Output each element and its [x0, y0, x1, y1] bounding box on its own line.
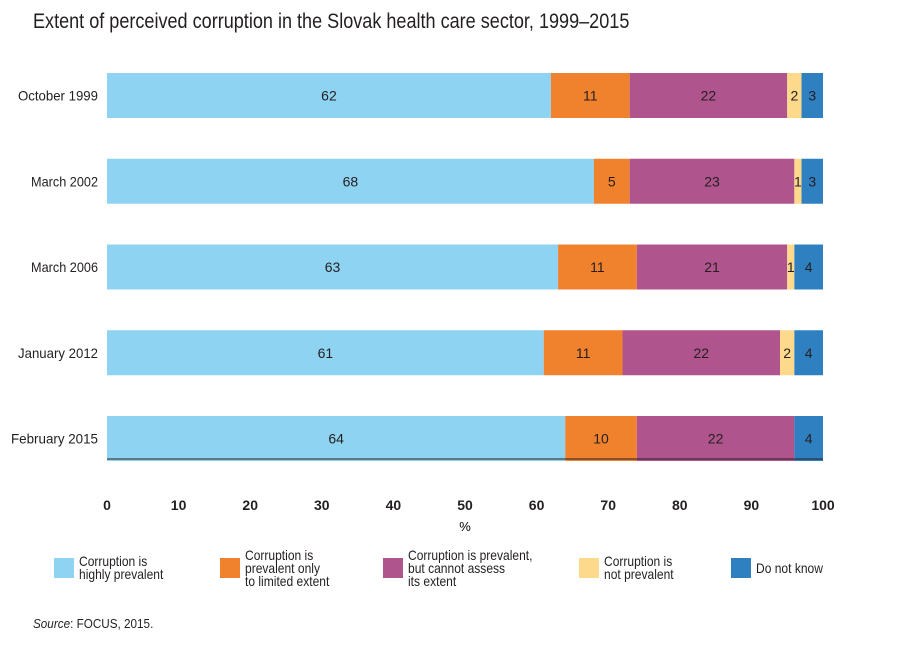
x-tick-label: 70	[600, 497, 616, 513]
stacked-bar-chart: 62 11 22 2 368 5 23 1 363 11 21 1 461 11 22 2 464 10 22 4 O…	[11, 73, 835, 534]
bar-value-label: 64	[328, 431, 344, 447]
chart-title: Extent of perceived corruption in the Sl…	[33, 10, 630, 33]
bar-segment	[794, 416, 823, 461]
bar-value-label: 3	[808, 173, 816, 189]
bar-value-label: 4	[805, 345, 813, 361]
bar-segment	[558, 244, 637, 290]
legend-swatch	[383, 558, 403, 578]
legend-swatch	[579, 558, 599, 578]
legend-label: Corruption is prevalent only to limited ex…	[245, 546, 330, 589]
bar-segment	[794, 330, 823, 376]
source-text: : FOCUS, 2015.	[70, 616, 154, 631]
legend-label: Corruption is highly prevalent	[79, 553, 164, 582]
x-tick-label: 30	[314, 497, 330, 513]
bar-value-label: 61	[318, 345, 334, 361]
x-tick-label: 20	[242, 497, 258, 513]
bar-segment	[794, 158, 802, 204]
bar-value-label: 2	[783, 345, 791, 361]
bar-value-label: 4	[805, 431, 813, 447]
bar-segment	[550, 73, 630, 118]
bar-segment	[107, 158, 594, 204]
x-tick-labels: 0 10 20 30 40 50 60 70 80 90 100	[103, 497, 835, 513]
x-tick-label: 80	[672, 497, 688, 513]
x-tick-label: 10	[171, 497, 187, 513]
bar-value-label: 11	[576, 345, 591, 361]
bar-segment	[107, 416, 566, 461]
source-label: Source	[33, 616, 71, 631]
x-tick-label: 50	[457, 497, 473, 513]
bar-segment	[543, 330, 623, 376]
x-tick-label: 100	[811, 497, 835, 513]
bar-value-label: 10	[593, 431, 609, 447]
bar-segment	[622, 330, 781, 376]
bar-segment	[593, 158, 630, 204]
x-axis-label: %	[459, 519, 471, 534]
bar-value-label: 11	[583, 88, 598, 104]
category-label: October 1999	[18, 88, 98, 104]
bar-value-label: 62	[321, 88, 337, 104]
bar-segment	[794, 244, 823, 290]
category-label: January 2012	[18, 345, 98, 361]
legend-swatch	[731, 558, 751, 578]
x-tick-label: 40	[386, 497, 402, 513]
bar-value-label: 5	[608, 173, 616, 189]
bar-value-label: 23	[704, 173, 720, 189]
x-tick-label: 0	[103, 497, 111, 513]
bar-value-label: 1	[787, 259, 795, 275]
category-label: February 2015	[11, 431, 98, 447]
source-note: Source: FOCUS, 2015.	[33, 616, 153, 631]
legend-label: Corruption is not prevalent	[604, 553, 674, 582]
bar-segment	[107, 244, 559, 290]
bar-segment	[107, 73, 551, 118]
bars-layer	[107, 73, 823, 461]
bar-value-label: 2	[790, 88, 798, 104]
x-tick-label: 60	[529, 497, 545, 513]
bar-value-label: 3	[808, 88, 816, 104]
bar-value-label: 22	[693, 345, 709, 361]
bar-segment	[629, 73, 788, 118]
legend-label: Corruption is prevalent, but cannot asses…	[408, 546, 533, 589]
bar-value-label: 22	[701, 88, 717, 104]
legend-label: Do not know	[756, 559, 823, 576]
category-label: March 2002	[31, 173, 98, 189]
bar-value-label: 4	[805, 259, 813, 275]
bar-segment	[565, 416, 637, 461]
category-labels: October 1999 March 2002 March 2006 January …	[11, 88, 98, 447]
bar-segment	[787, 73, 802, 118]
legend-swatch	[54, 558, 74, 578]
bar-segment	[636, 244, 788, 290]
bar-segment	[636, 416, 795, 461]
bar-segment	[629, 158, 795, 204]
bar-segment	[107, 330, 544, 376]
bar-segment	[780, 330, 795, 376]
bar-value-labels: 62 11 22 2 368 5 23 1 363 11 21 1 461 11 22 2 464 10 22 4	[318, 88, 817, 447]
bar-value-label: 11	[590, 259, 605, 275]
bar-segment	[787, 244, 795, 290]
category-label: March 2006	[31, 259, 98, 275]
bar-value-label: 68	[343, 173, 359, 189]
legend-swatch	[220, 558, 240, 578]
bar-segment	[801, 73, 823, 118]
bar-value-label: 1	[794, 173, 802, 189]
bar-value-label: 21	[704, 259, 720, 275]
x-tick-label: 90	[744, 497, 760, 513]
bar-value-label: 22	[708, 431, 724, 447]
bar-segment	[801, 158, 823, 204]
bar-value-label: 63	[325, 259, 341, 275]
